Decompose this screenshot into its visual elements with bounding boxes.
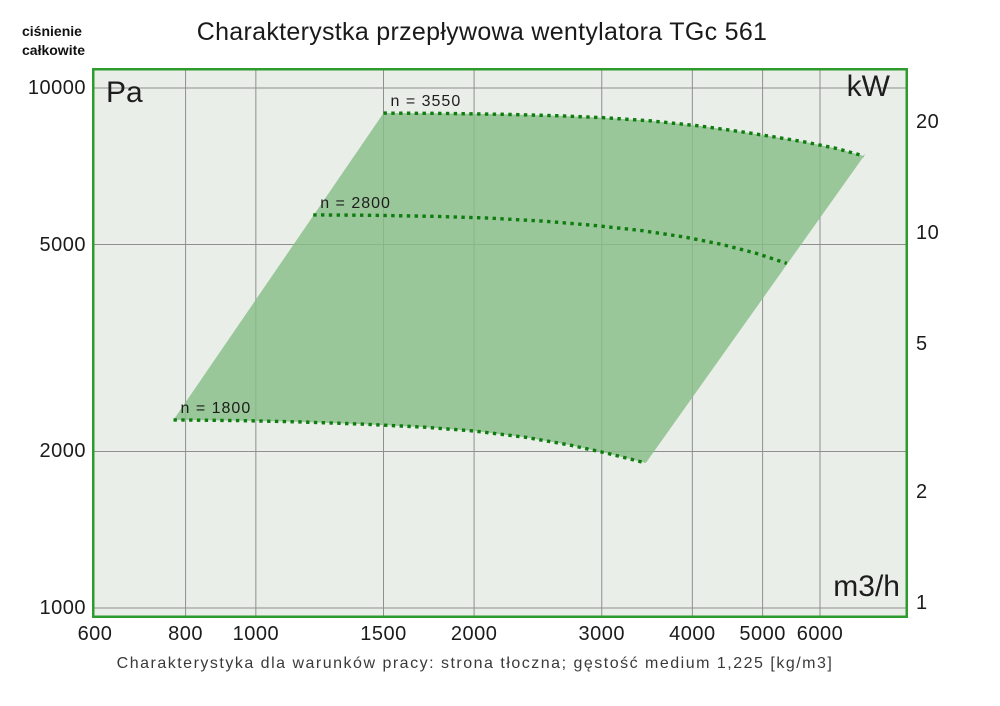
kw-tick-label: 20 bbox=[916, 110, 940, 133]
pa-tick-label: 10000 bbox=[27, 77, 86, 99]
chart-title: Charakterystka przepływowa wentylatora T… bbox=[196, 18, 768, 46]
kw-tick-label: 10 bbox=[916, 222, 940, 244]
pa-tick-label: 2000 bbox=[39, 440, 86, 463]
curve-n-3550 bbox=[383, 111, 865, 158]
flow-tick-label: 4000 bbox=[669, 623, 716, 645]
flow-unit-label: m3/h bbox=[833, 570, 900, 603]
flow-tick-label: 1500 bbox=[360, 623, 407, 645]
curve-label-n-2800: n = 2800 bbox=[320, 195, 391, 212]
curve-label-n-1800: n = 1800 bbox=[181, 400, 252, 417]
pa-tick-label: 5000 bbox=[39, 233, 86, 256]
flow-tick-label: 600 bbox=[77, 623, 113, 645]
flow-tick-label: 3000 bbox=[578, 623, 625, 645]
operating-area bbox=[173, 113, 864, 463]
flow-tick-label: 2000 bbox=[450, 623, 498, 645]
kw-tick-label: 2 bbox=[916, 480, 928, 503]
footer-note: Charakterystyka dla warunków pracy: stro… bbox=[116, 655, 834, 672]
pa-unit-label: Pa bbox=[106, 76, 143, 109]
plot-canvas: n = 3550 n = 2800 n = 1800 bbox=[92, 68, 908, 618]
flow-tick-label: 1000 bbox=[232, 623, 280, 645]
pressure-axis-caption: ciśnienie całkowite bbox=[22, 23, 86, 58]
curve-n-2800 bbox=[313, 213, 788, 266]
flow-tick-label: 6000 bbox=[796, 623, 844, 645]
curve-n-1800 bbox=[173, 418, 647, 465]
plot-frame bbox=[92, 68, 908, 618]
flow-tick-label: 5000 bbox=[739, 623, 786, 645]
pa-tick-label: 1000 bbox=[39, 597, 86, 619]
kw-unit-label: kW bbox=[846, 70, 890, 103]
plot-area: n = 3550 n = 2800 n = 1800 Pa kW m3/h bbox=[92, 68, 908, 618]
curve-label-n-3550: n = 3550 bbox=[391, 93, 462, 110]
kw-tick-label: 5 bbox=[916, 333, 928, 356]
kw-tick-label: 1 bbox=[916, 592, 928, 614]
flow-tick-label: 800 bbox=[168, 623, 204, 645]
